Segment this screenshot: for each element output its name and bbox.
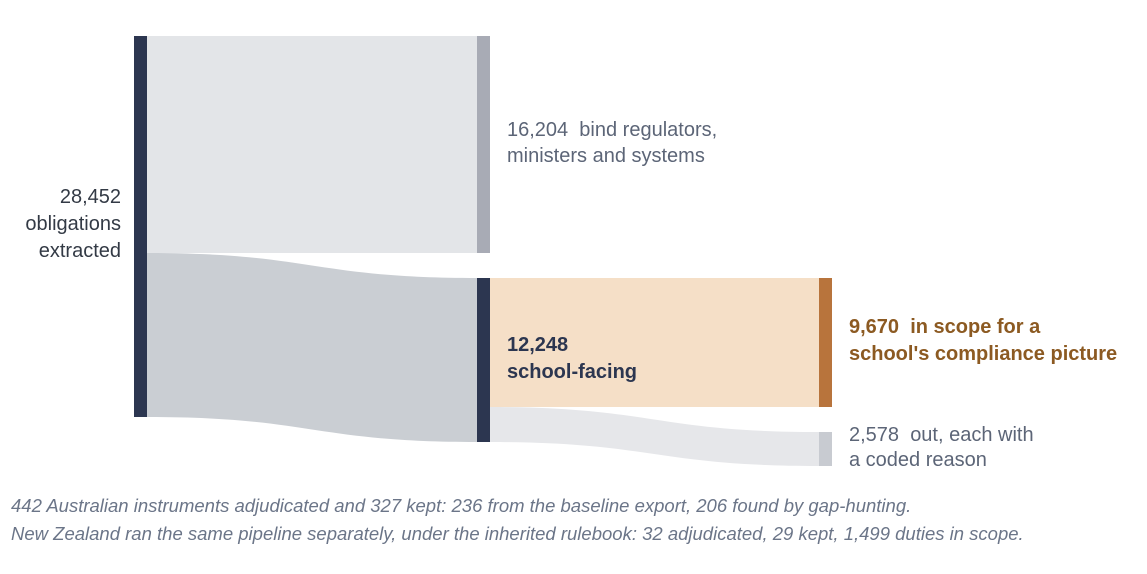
- node-source-label: 28,452 obligations extracted: [0, 184, 121, 265]
- node-out-label: 2,578 out, each with a coded reason: [849, 423, 1034, 473]
- source-line1: obligations: [25, 213, 121, 235]
- scope-line1: in scope for a: [910, 316, 1041, 338]
- node-scope-bar: [819, 278, 832, 407]
- regulators-line2: ministers and systems: [507, 145, 705, 167]
- out-line2: a coded reason: [849, 449, 987, 471]
- node-regulators-label: 16,204 bind regulators, ministers and sy…: [507, 117, 717, 169]
- node-source-bar: [134, 36, 147, 417]
- regulators-line1: bind regulators,: [579, 119, 718, 141]
- school-value: 12,248: [507, 334, 569, 356]
- scope-value: 9,670: [849, 316, 900, 338]
- footnote-australia: 442 Australian instruments adjudicated a…: [11, 495, 912, 516]
- source-line2: extracted: [38, 240, 121, 262]
- flow-source-to-regulators: [147, 36, 477, 253]
- node-scope-label: 9,670 in scope for a school's compliance…: [849, 314, 1117, 368]
- regulators-value: 16,204: [507, 119, 569, 141]
- flow-school-to-out: [490, 407, 819, 466]
- footnote-new-zealand: New Zealand ran the same pipeline separa…: [11, 523, 1024, 544]
- node-out-bar: [819, 432, 832, 466]
- flow-school-to-scope: [490, 278, 819, 407]
- school-line1: school-facing: [507, 361, 638, 383]
- out-line1: out, each with: [910, 424, 1034, 446]
- scope-line2: school's compliance picture: [849, 343, 1118, 365]
- out-value: 2,578: [849, 424, 900, 446]
- node-regulators-bar: [477, 36, 490, 253]
- source-value: 28,452: [59, 186, 121, 208]
- node-school-bar: [477, 278, 490, 442]
- node-school-label: 12,248 school-facing: [507, 332, 637, 386]
- flow-source-to-school: [147, 253, 477, 442]
